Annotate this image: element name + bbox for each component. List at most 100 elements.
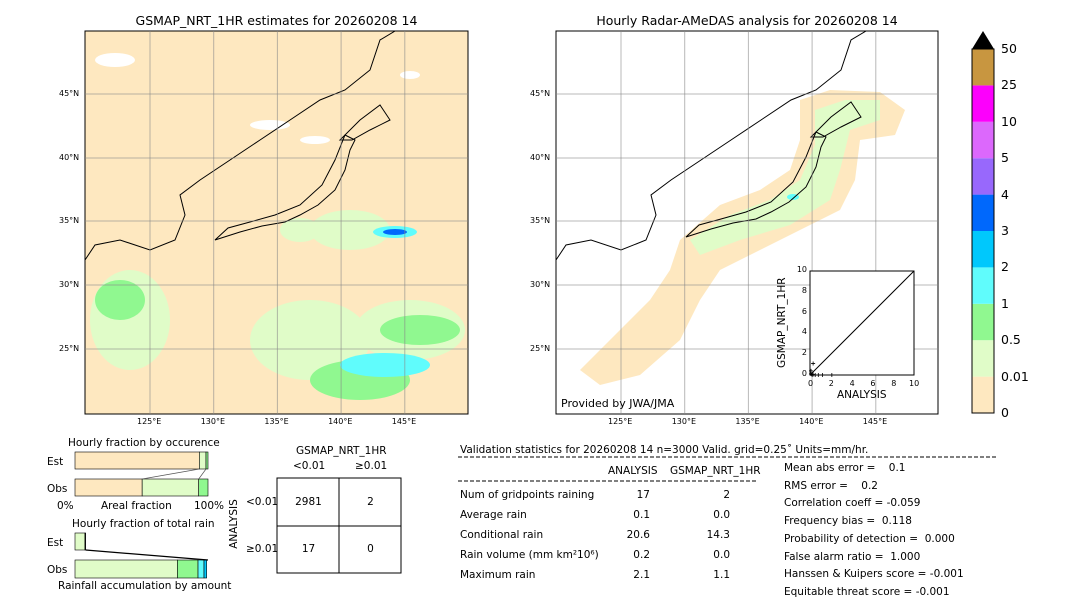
colorbar-label: 50 [1001, 41, 1017, 56]
coastline-continent [555, 30, 868, 262]
stats-score: Mean abs error = 0.1 [784, 462, 906, 474]
contingency-col-label-1: ≥0.01 [355, 460, 388, 472]
right-map-lon-tick: 130°E [671, 417, 697, 426]
colorbar-frame [971, 48, 995, 414]
inset-x-tick: 0 [808, 379, 814, 388]
rain-area-heavy [340, 353, 430, 377]
occurrence-title: Hourly fraction by occurence [68, 437, 220, 449]
contingency-row-label-0: <0.01 [246, 496, 279, 508]
stats-row-gsmap: 14.3 [706, 529, 730, 541]
rain-area-light [310, 210, 390, 250]
colorbar-segment [972, 121, 994, 159]
analysis-rain-light [690, 100, 880, 255]
right-map-lat-tick: 25°N [530, 344, 551, 353]
colorbar-label: 3 [1001, 223, 1009, 238]
colorbar-segment [972, 376, 994, 413]
right-map-lon-tick: 145°E [862, 417, 888, 426]
left-map-lat-tick: 30°N [59, 280, 80, 289]
left-map-title: GSMAP_NRT_1HR estimates for 20260208 14 [135, 13, 418, 28]
stats-row-gsmap: 0.0 [713, 509, 730, 521]
rain-obs-segment [74, 559, 178, 579]
rain-area-light [280, 218, 320, 242]
stats-row-analysis: 17 [636, 489, 650, 501]
rain-connector [85, 549, 209, 561]
contingency-row-title: ANALYSIS [228, 499, 240, 549]
colorbar-label: 0 [1001, 405, 1009, 420]
right-map-lon-tick: 125°E [608, 417, 633, 426]
rain-area-light [250, 300, 370, 380]
stats-row-analysis: 0.2 [633, 549, 650, 561]
occurrence-obs-segment [141, 478, 199, 497]
left-map-lon-tick: 145°E [391, 417, 417, 426]
inset-y-tick: 6 [801, 306, 807, 316]
occ-x-tick-0: 0% [57, 500, 74, 512]
colorbar-segment [972, 231, 994, 268]
right-map-lon-tick: 135°E [735, 417, 760, 426]
occurrence-est-segment [205, 451, 209, 470]
right-map [555, 30, 939, 415]
rain-obs-segment [177, 559, 199, 579]
inset-y-tick: 10 [796, 265, 807, 274]
occurrence-est-segment [199, 451, 207, 470]
left-map-frame [84, 30, 469, 415]
stats-col-gsmap: GSMAP_NRT_1HR [670, 465, 761, 477]
occ-x-tick-1: 100% [194, 500, 225, 512]
rain-xlabel: Rainfall accumulation by amount [58, 580, 232, 592]
colorbar-label: 0.5 [1001, 332, 1021, 348]
colorbar-label: 10 [1001, 113, 1017, 129]
left-map [84, 30, 469, 415]
inset-x-tick: 6 [870, 379, 876, 388]
inset-y-tick: 4 [801, 327, 807, 337]
stats-col-analysis: ANALYSIS [608, 465, 658, 477]
rain-obs-segment [197, 559, 205, 579]
stats-row-analysis: 0.1 [633, 509, 650, 521]
rain-title: Hourly fraction of total rain [72, 518, 215, 530]
occurrence-est-segment [74, 451, 200, 470]
left-map-lat-tick: 45°N [59, 89, 80, 98]
colorbar-label: 25 [1001, 77, 1017, 93]
occ-est-label: Est [47, 456, 64, 468]
inset-y-tick: 8 [801, 285, 807, 295]
colorbar-label: 0.01 [1001, 368, 1029, 384]
occurrence-obs-segment [198, 478, 209, 497]
left-map-lon-tick: 125°E [137, 417, 162, 426]
left-map-lon-tick: 140°E [328, 417, 353, 426]
cell-fp: 2 [367, 496, 374, 508]
coastline-japan [214, 104, 391, 241]
cell-tn: 2981 [295, 496, 322, 508]
right-map-frame [555, 30, 939, 415]
inset-xlabel: ANALYSIS [837, 389, 887, 401]
scatter-point [820, 373, 825, 377]
colorbar-segment [972, 49, 994, 86]
stats-score: Frequency bias = 0.118 [784, 515, 912, 528]
stats-row-analysis: 2.1 [633, 569, 650, 581]
colorbar-segment [972, 267, 994, 304]
colorbar-label: 4 [1001, 186, 1009, 202]
stats-row-label: Rain volume (mm km²10⁶) [460, 549, 599, 561]
scatter-point [816, 373, 821, 377]
occurrence-connector [142, 468, 200, 480]
contingency-col-label-0: <0.01 [293, 460, 326, 472]
contingency-row-label-1: ≥0.01 [246, 543, 279, 555]
right-map-lat-tick: 30°N [530, 280, 551, 289]
colorbar-segment [972, 340, 994, 377]
inset-diagonal [809, 270, 915, 376]
right-map-lat-tick: 45°N [530, 89, 551, 98]
inset-ylabel: GSMAP_NRT_1HR [776, 277, 788, 368]
contingency-col-title: GSMAP_NRT_1HR [296, 445, 387, 457]
no-data-patch [250, 120, 290, 130]
left-map-lon-tick: 130°E [200, 417, 226, 426]
left-map-lat-tick: 25°N [59, 344, 80, 353]
occurrence-obs-segment [74, 478, 143, 497]
occ-obs-label: Obs [47, 483, 68, 495]
rain-obs-label: Obs [47, 564, 68, 576]
rain-obs-segment [203, 559, 207, 579]
rain-area-medium [380, 315, 460, 345]
stats-row-label: Average rain [460, 509, 527, 521]
colorbar-label: 1 [1001, 295, 1009, 311]
rain-area-medium [95, 280, 145, 320]
stats-row-gsmap: 2 [723, 489, 730, 501]
scatter-point [811, 372, 816, 377]
